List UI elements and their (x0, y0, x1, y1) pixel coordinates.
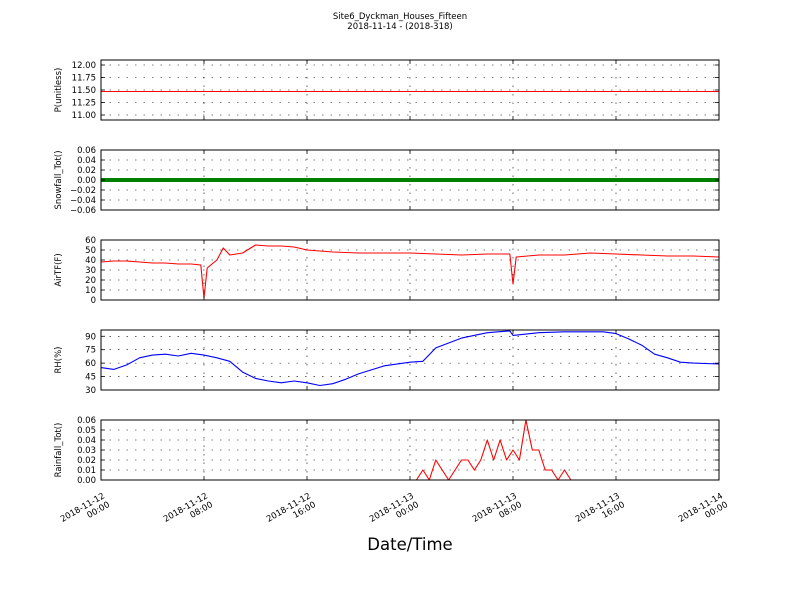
y-tick-label: −0.04 (70, 196, 96, 206)
y-tick-label: 11.50 (72, 86, 96, 96)
y-tick-label: −0.02 (70, 186, 96, 196)
y-tick-label: 60 (85, 236, 96, 246)
y-tick-label: 12.00 (72, 61, 96, 71)
y-tick-label: 75 (85, 346, 96, 356)
y-tick-label: 0 (91, 296, 96, 306)
y-tick-label: 0.05 (77, 426, 96, 436)
y-tick-label: 30 (85, 266, 96, 276)
panels-group: 11.00 11.25 11.50 11.75 12.00 P(unitless) −0.0… (54, 59, 720, 486)
y-tick-label: 0.02 (77, 166, 96, 176)
y-tick-label: 0.03 (77, 446, 96, 456)
y-tick-label: 90 (85, 332, 96, 342)
y-tick-label: 0.04 (77, 156, 96, 166)
y-axis-label: P(unitless) (54, 68, 64, 113)
y-tick-label: 0.02 (77, 456, 96, 466)
y-tick-label: 0.00 (77, 176, 96, 186)
y-tick-label: 11.75 (72, 74, 96, 84)
panel-2: −0.06−0.04−0.020.000.020.040.06 Snowfall_… (54, 146, 720, 216)
x-axis-label: Date/Time (367, 535, 452, 554)
y-tick-label: 0.04 (77, 436, 96, 446)
panel-5: 0.000.010.020.030.040.050.06 Rainfall_Tot… (54, 416, 720, 486)
y-tick-label: 11.00 (72, 111, 96, 121)
y-tick-label: 50 (85, 246, 96, 256)
y-tick-label: 20 (85, 276, 96, 286)
chart-subtitle: 2018-11-14 - (2018-318) (347, 22, 452, 32)
y-tick-label: 40 (85, 256, 96, 266)
y-axis-label: Rainfall_Tot() (54, 423, 64, 478)
y-axis-label: AirTF(F) (54, 253, 64, 286)
y-tick-label: 11.25 (72, 99, 96, 109)
series-line-1 (100, 244, 720, 299)
y-axis-label: Snowfall_Tot() (54, 150, 64, 209)
y-axis-label: RH(%) (54, 346, 64, 373)
panel-1: 11.00 11.25 11.50 11.75 12.00 P(unitless) (54, 59, 720, 121)
chart-title: Site6_Dyckman_Houses_Fifteen (333, 12, 467, 22)
y-tick-label: 0.06 (77, 146, 96, 156)
y-tick-label: −0.06 (70, 206, 96, 216)
y-tick-label: 0.06 (77, 416, 96, 426)
y-tick-label: 0.01 (77, 466, 96, 476)
y-tick-label: 10 (85, 286, 96, 296)
panel-4: 30 45 60 75 90 RH(%) (54, 329, 720, 396)
y-tick-label: 45 (85, 373, 96, 383)
y-tick-label: 60 (85, 359, 96, 369)
y-tick-label: 0.00 (77, 476, 96, 486)
series-line-1 (100, 330, 720, 387)
y-tick-label: 30 (85, 386, 96, 396)
